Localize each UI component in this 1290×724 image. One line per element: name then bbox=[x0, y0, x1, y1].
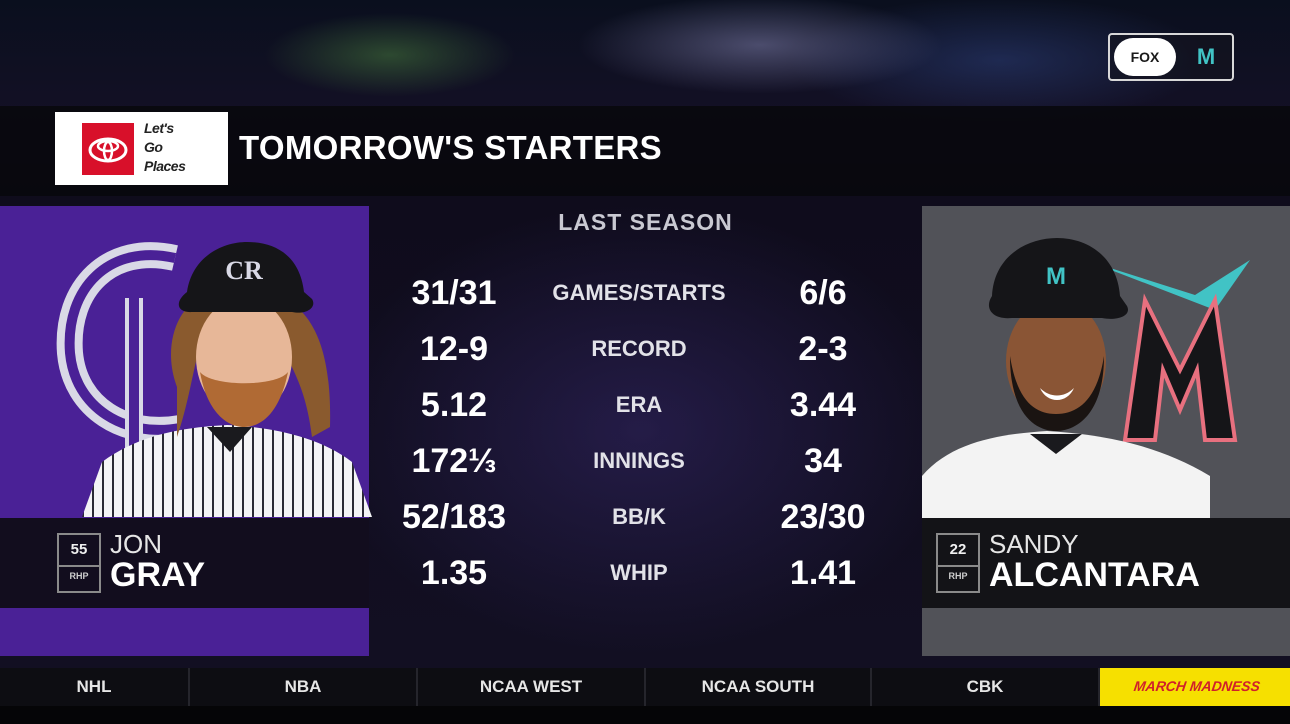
stat-row: 5.12 ERA 3.44 bbox=[369, 380, 922, 430]
stat-label: BB/K bbox=[612, 504, 666, 529]
sponsor-tagline: Let's Go Places bbox=[144, 119, 226, 176]
left-stat-value: 52/183 bbox=[402, 498, 506, 536]
ticker-item-ncaa-west[interactable]: NCAA WEST bbox=[418, 668, 646, 706]
stat-row: 31/31 GAMES/STARTS 6/6 bbox=[369, 268, 922, 318]
right-stat-value: 2-3 bbox=[798, 330, 848, 368]
rockies-logo-icon bbox=[56, 242, 183, 458]
network-bug: FOX M bbox=[1108, 33, 1234, 81]
march-madness-logo: MARCH MADNESS bbox=[1132, 678, 1262, 694]
ticker-item-ncaa-south[interactable]: NCAA SOUTH bbox=[646, 668, 872, 706]
ticker-promo bbox=[1100, 668, 1290, 706]
left-stat-value: 5.12 bbox=[420, 386, 488, 424]
marlins-logo-mini: M bbox=[1196, 44, 1216, 69]
page-title: TOMORROW'S STARTERS bbox=[239, 129, 662, 166]
ticker-item-nhl[interactable]: NHL bbox=[0, 668, 190, 706]
stat-label: ERA bbox=[615, 392, 663, 417]
ticker-bar: NHL NBA NCAA WEST NCAA SOUTH CBK bbox=[0, 668, 1290, 706]
left-stat-value: 12-9 bbox=[419, 330, 489, 368]
left-first-name: JON bbox=[110, 529, 162, 559]
left-jersey-number: 55 bbox=[70, 541, 88, 558]
sponsor-line-3: Places bbox=[144, 158, 186, 174]
right-stat-value: 6/6 bbox=[799, 274, 847, 312]
jon-gray-headshot: CR bbox=[82, 242, 372, 517]
ticker-item-cbk[interactable]: CBK bbox=[872, 668, 1100, 706]
sponsor-line-2: Go bbox=[144, 139, 163, 155]
stat-label: RECORD bbox=[591, 336, 687, 361]
left-stat-value: 31/31 bbox=[411, 274, 497, 312]
left-last-name: GRAY bbox=[110, 556, 206, 594]
right-stat-value: 1.41 bbox=[789, 554, 857, 592]
cap-logo-text: M bbox=[1046, 263, 1066, 290]
season-label: LAST SEASON bbox=[558, 209, 733, 235]
fox-logo: FOX bbox=[1114, 38, 1176, 76]
ticker-item-nba[interactable]: NBA bbox=[190, 668, 418, 706]
stat-row: 1.35 WHIP 1.41 bbox=[369, 548, 922, 598]
toyota-logo-icon bbox=[82, 123, 134, 175]
cap-logo-text: CR bbox=[225, 256, 263, 285]
marlins-logo-icon bbox=[1085, 260, 1250, 442]
right-position: RHP bbox=[938, 565, 978, 585]
stat-label: INNINGS bbox=[593, 448, 685, 473]
sponsor-line-1: Let's bbox=[144, 120, 174, 136]
stat-row: 172⅓ INNINGS 34 bbox=[369, 436, 922, 486]
stat-label: WHIP bbox=[610, 560, 668, 585]
right-last-name: ALCANTARA bbox=[989, 556, 1200, 594]
right-jersey-number: 22 bbox=[949, 541, 967, 558]
bottom-strip bbox=[0, 706, 1290, 724]
left-stat-value: 172⅓ bbox=[411, 442, 497, 480]
left-stat-value: 1.35 bbox=[420, 554, 488, 592]
right-stat-value: 23/30 bbox=[780, 498, 866, 536]
stat-row: 52/183 BB/K 23/30 bbox=[369, 492, 922, 542]
left-position: RHP bbox=[59, 565, 99, 585]
left-jersey-number-box: 55 RHP bbox=[57, 533, 101, 593]
right-first-name: SANDY bbox=[989, 529, 1079, 559]
right-name-plate bbox=[922, 518, 1290, 608]
sandy-alcantara-headshot: M bbox=[922, 238, 1210, 518]
stat-row: 12-9 RECORD 2-3 bbox=[369, 324, 922, 374]
right-stat-value: 34 bbox=[804, 442, 842, 480]
right-stat-value: 3.44 bbox=[789, 386, 857, 424]
right-jersey-number-box: 22 RHP bbox=[936, 533, 980, 593]
stat-label: GAMES/STARTS bbox=[552, 280, 726, 305]
